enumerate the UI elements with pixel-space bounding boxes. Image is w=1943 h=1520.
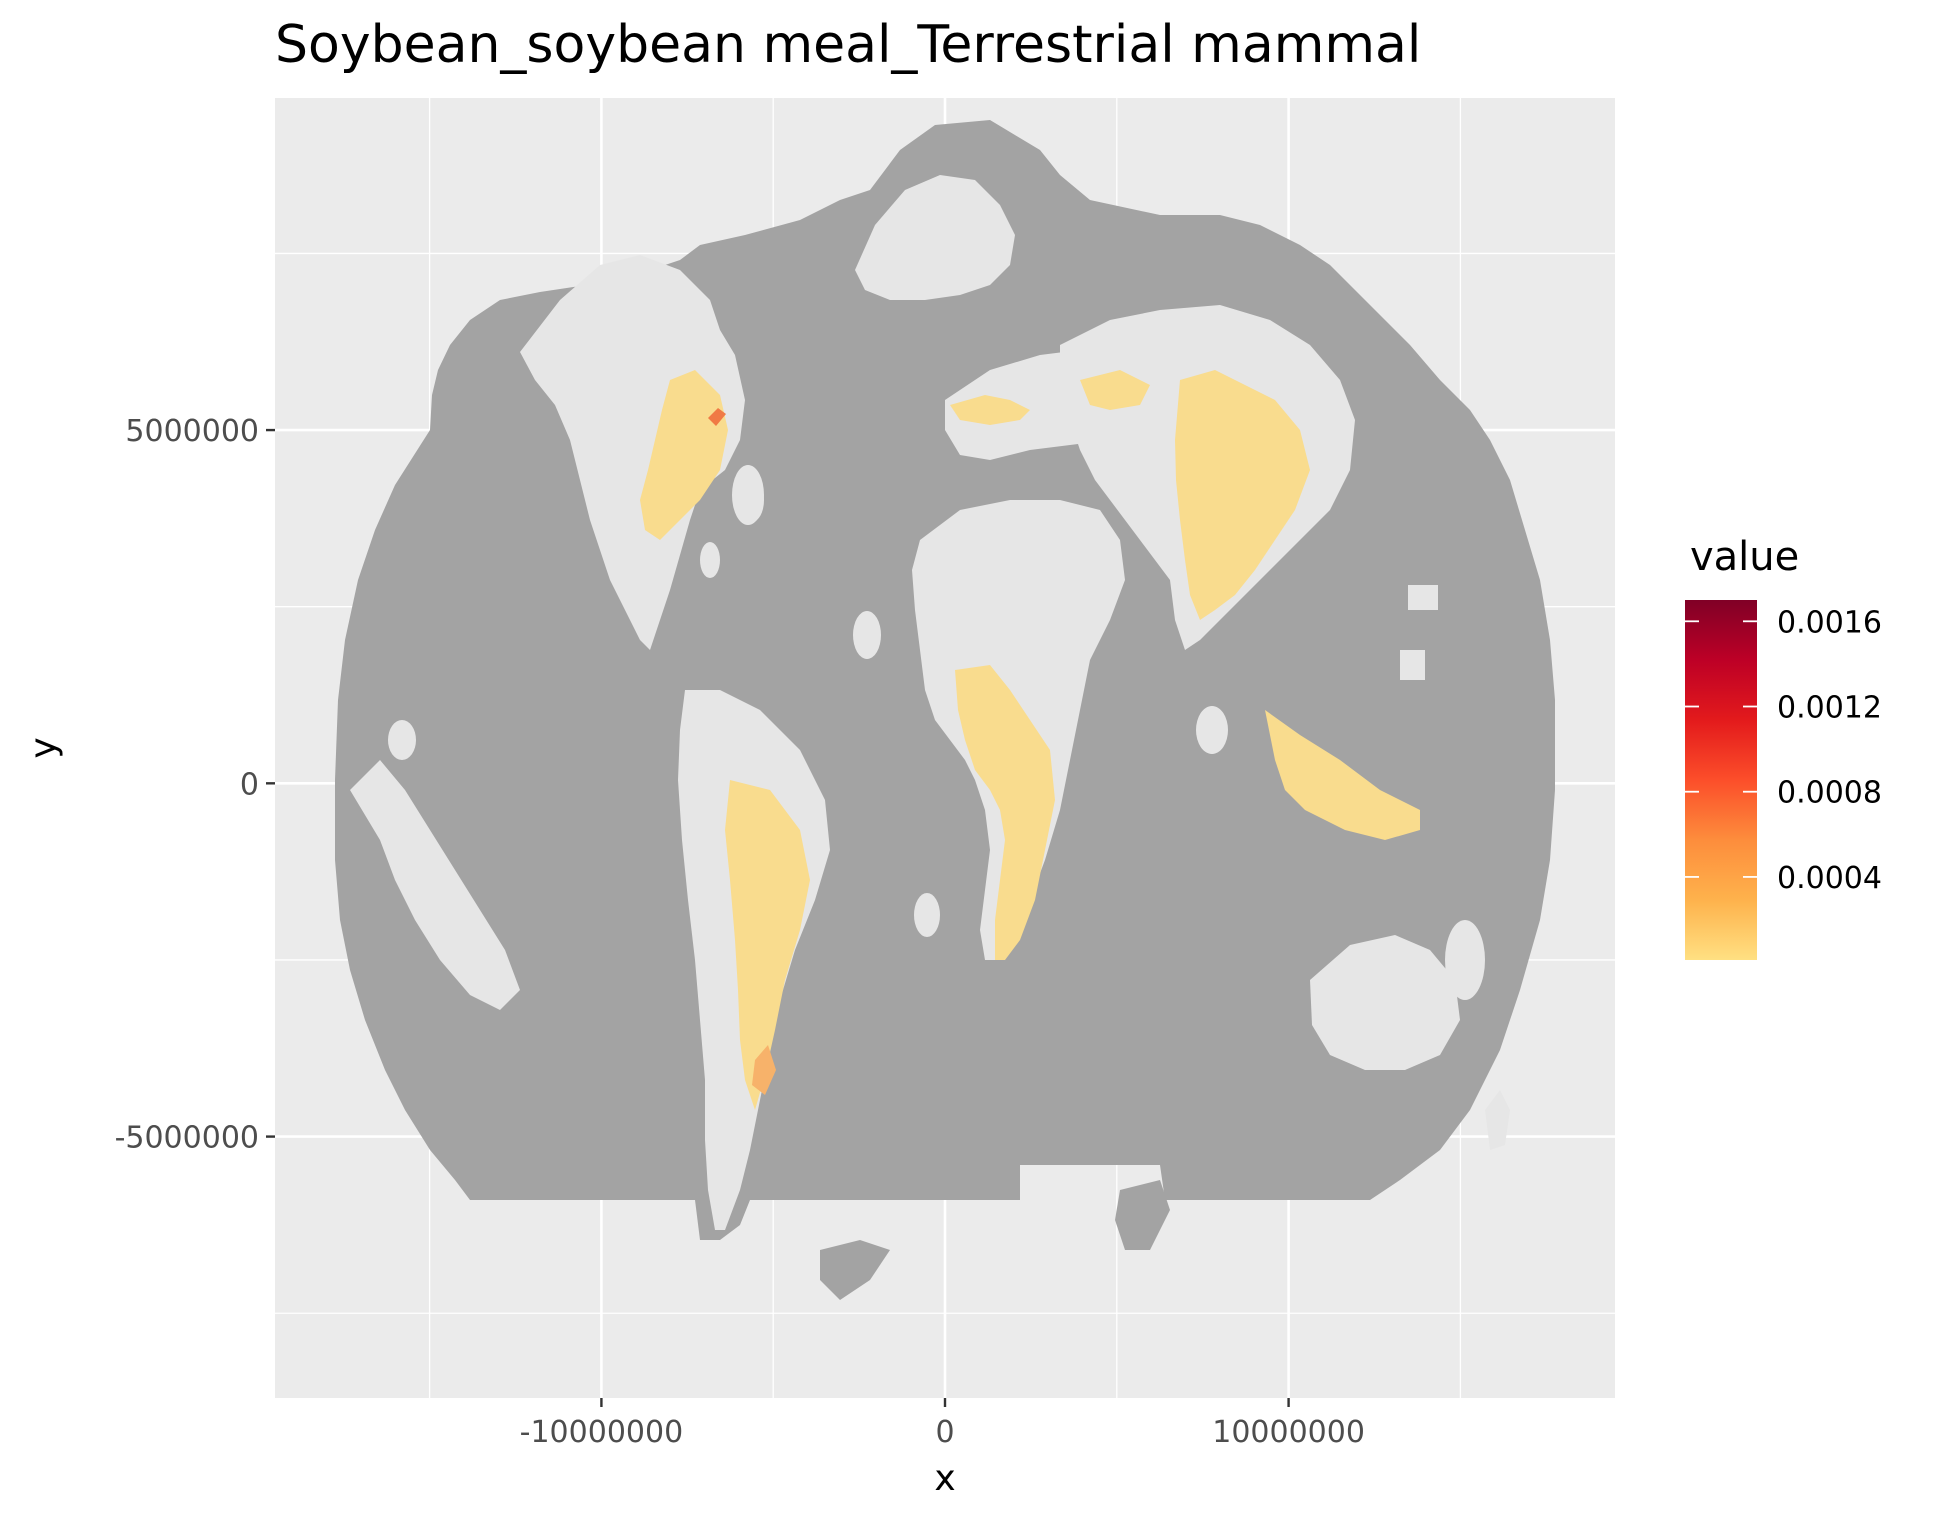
central-asia-data [1080, 370, 1150, 410]
australia-land [1310, 935, 1460, 1070]
y-axis: 5000000 0 -5000000 [115, 414, 275, 1156]
ocean-gap [350, 760, 520, 1010]
island [853, 611, 881, 659]
north-america-hotspot [708, 408, 726, 426]
y-tick-label: -5000000 [115, 1121, 259, 1156]
north-america-data [640, 370, 728, 540]
island [1408, 585, 1438, 610]
island [732, 465, 764, 525]
y-tick-label: 0 [240, 767, 259, 802]
legend-label: 0.0004 [1777, 861, 1882, 896]
chart-title: Soybean_soybean meal_Terrestrial mammal [275, 15, 1421, 75]
new-zealand-land [1485, 1090, 1510, 1150]
antarctica-land [820, 1240, 890, 1300]
x-tick-label: 0 [935, 1415, 954, 1450]
island [700, 542, 720, 578]
island [914, 893, 940, 937]
legend: value 0.0016 0.0012 0.0008 0.0004 [1685, 534, 1882, 960]
island [1400, 650, 1425, 680]
legend-title: value [1690, 534, 1799, 580]
x-tick-label: -10000000 [520, 1415, 684, 1450]
south-america-hotspot [752, 1045, 776, 1095]
north-america-land [520, 255, 745, 650]
legend-label: 0.0008 [1777, 776, 1882, 811]
legend-colorbar [1685, 600, 1757, 960]
island [1445, 920, 1485, 1000]
greenland-land [855, 175, 1015, 300]
africa-data [955, 665, 1055, 960]
europe-data [950, 395, 1030, 425]
x-axis: -10000000 0 10000000 [520, 1398, 1365, 1450]
x-axis-title: x [934, 1458, 955, 1499]
south-america-data [725, 780, 810, 1110]
antarctica-land [1115, 1180, 1170, 1250]
legend-label: 0.0012 [1777, 691, 1882, 726]
x-tick-label: 10000000 [1212, 1415, 1365, 1450]
island [388, 720, 416, 760]
legend-label: 0.0016 [1777, 605, 1882, 640]
map-layer [335, 120, 1555, 1300]
y-tick-label: 5000000 [125, 414, 259, 449]
asia-data [1175, 370, 1310, 620]
y-axis-title: y [23, 737, 64, 758]
island [1196, 706, 1228, 754]
southeast-asia-data [1265, 710, 1420, 840]
